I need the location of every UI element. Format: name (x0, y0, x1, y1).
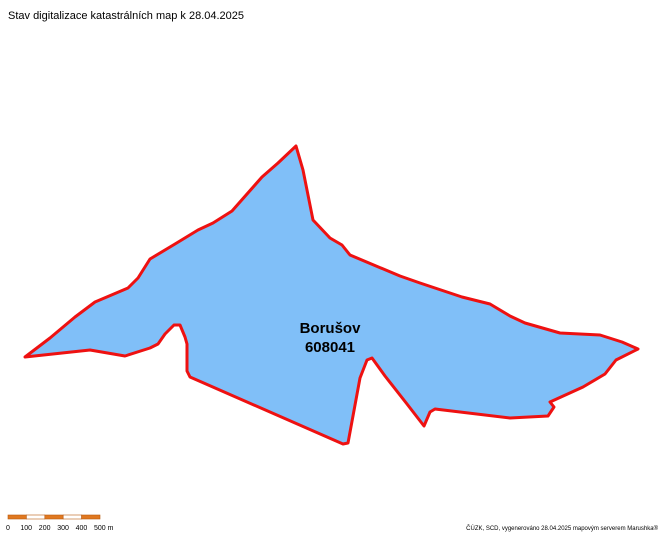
scale-segment (26, 514, 46, 520)
scale-label: 0 (6, 525, 10, 532)
scale-labels: 0 100 200 300 400 500 m (6, 525, 114, 532)
scale-segment (62, 514, 82, 520)
scale-segment (81, 514, 101, 520)
scale-label: 300 (57, 525, 69, 532)
area-name: Borušov (300, 320, 362, 337)
scale-bar (7, 514, 101, 520)
scale-label: 500 m (94, 525, 114, 532)
scale-segment (7, 514, 27, 520)
scale-segment (44, 514, 64, 520)
scale-label: 100 (20, 525, 32, 532)
map-title: Stav digitalizace katastrálních map k 28… (8, 10, 244, 22)
cadastral-area (23, 144, 640, 446)
area-code: 608041 (305, 339, 355, 356)
scale-label: 400 (76, 525, 88, 532)
footer-credit: ČÚZK, SCD, vygenerováno 28.04.2025 mapov… (466, 525, 658, 532)
scale-label: 200 (39, 525, 51, 532)
